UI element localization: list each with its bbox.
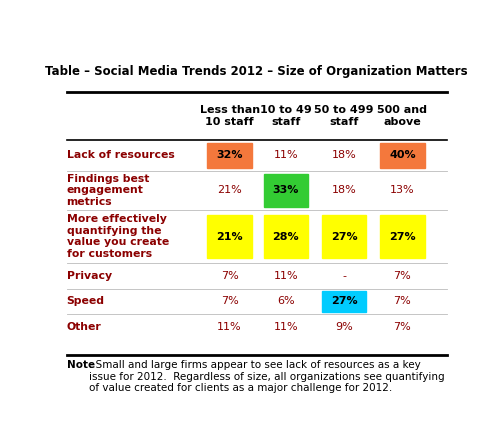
FancyBboxPatch shape [380,143,425,168]
Text: 21%: 21% [216,232,243,241]
Text: -: - [342,271,346,281]
Text: 7%: 7% [221,271,238,281]
Text: More effectively
quantifying the
value you create
for customers: More effectively quantifying the value y… [67,214,169,259]
Text: Privacy: Privacy [67,271,112,281]
Text: 32%: 32% [216,151,243,160]
Text: 40%: 40% [389,151,416,160]
Text: 7%: 7% [393,296,411,306]
Text: Less than
10 staff: Less than 10 staff [199,105,260,127]
Text: 6%: 6% [277,296,295,306]
Text: Other: Other [67,322,101,332]
FancyBboxPatch shape [207,215,252,258]
FancyBboxPatch shape [264,175,308,206]
Text: 7%: 7% [393,271,411,281]
Text: 11%: 11% [274,322,298,332]
Text: Lack of resources: Lack of resources [67,151,174,160]
Text: 11%: 11% [274,271,298,281]
Text: 27%: 27% [331,296,357,306]
Text: 27%: 27% [331,232,357,241]
Text: 7%: 7% [221,296,238,306]
Text: 27%: 27% [389,232,416,241]
Text: 13%: 13% [390,186,415,195]
FancyBboxPatch shape [322,291,366,312]
Text: 11%: 11% [274,151,298,160]
FancyBboxPatch shape [207,143,252,168]
Text: 28%: 28% [273,232,299,241]
Text: 10 to 49
staff: 10 to 49 staff [260,105,312,127]
Text: 21%: 21% [217,186,242,195]
Text: 18%: 18% [332,186,357,195]
Text: 500 and
above: 500 and above [377,105,427,127]
Text: 7%: 7% [393,322,411,332]
Text: Table – Social Media Trends 2012 – Size of Organization Matters: Table – Social Media Trends 2012 – Size … [46,65,468,78]
Text: Speed: Speed [67,296,105,306]
Text: 33%: 33% [273,186,299,195]
Text: 18%: 18% [332,151,357,160]
Text: . Small and large firms appear to see lack of resources as a key
issue for 2012.: . Small and large firms appear to see la… [89,360,444,393]
FancyBboxPatch shape [264,215,308,258]
Text: 9%: 9% [335,322,353,332]
Text: Note: Note [67,360,95,370]
FancyBboxPatch shape [322,215,366,258]
Text: Findings best
engagement
metrics: Findings best engagement metrics [67,174,149,207]
Text: 11%: 11% [217,322,242,332]
FancyBboxPatch shape [380,215,425,258]
Text: 50 to 499
staff: 50 to 499 staff [314,105,374,127]
